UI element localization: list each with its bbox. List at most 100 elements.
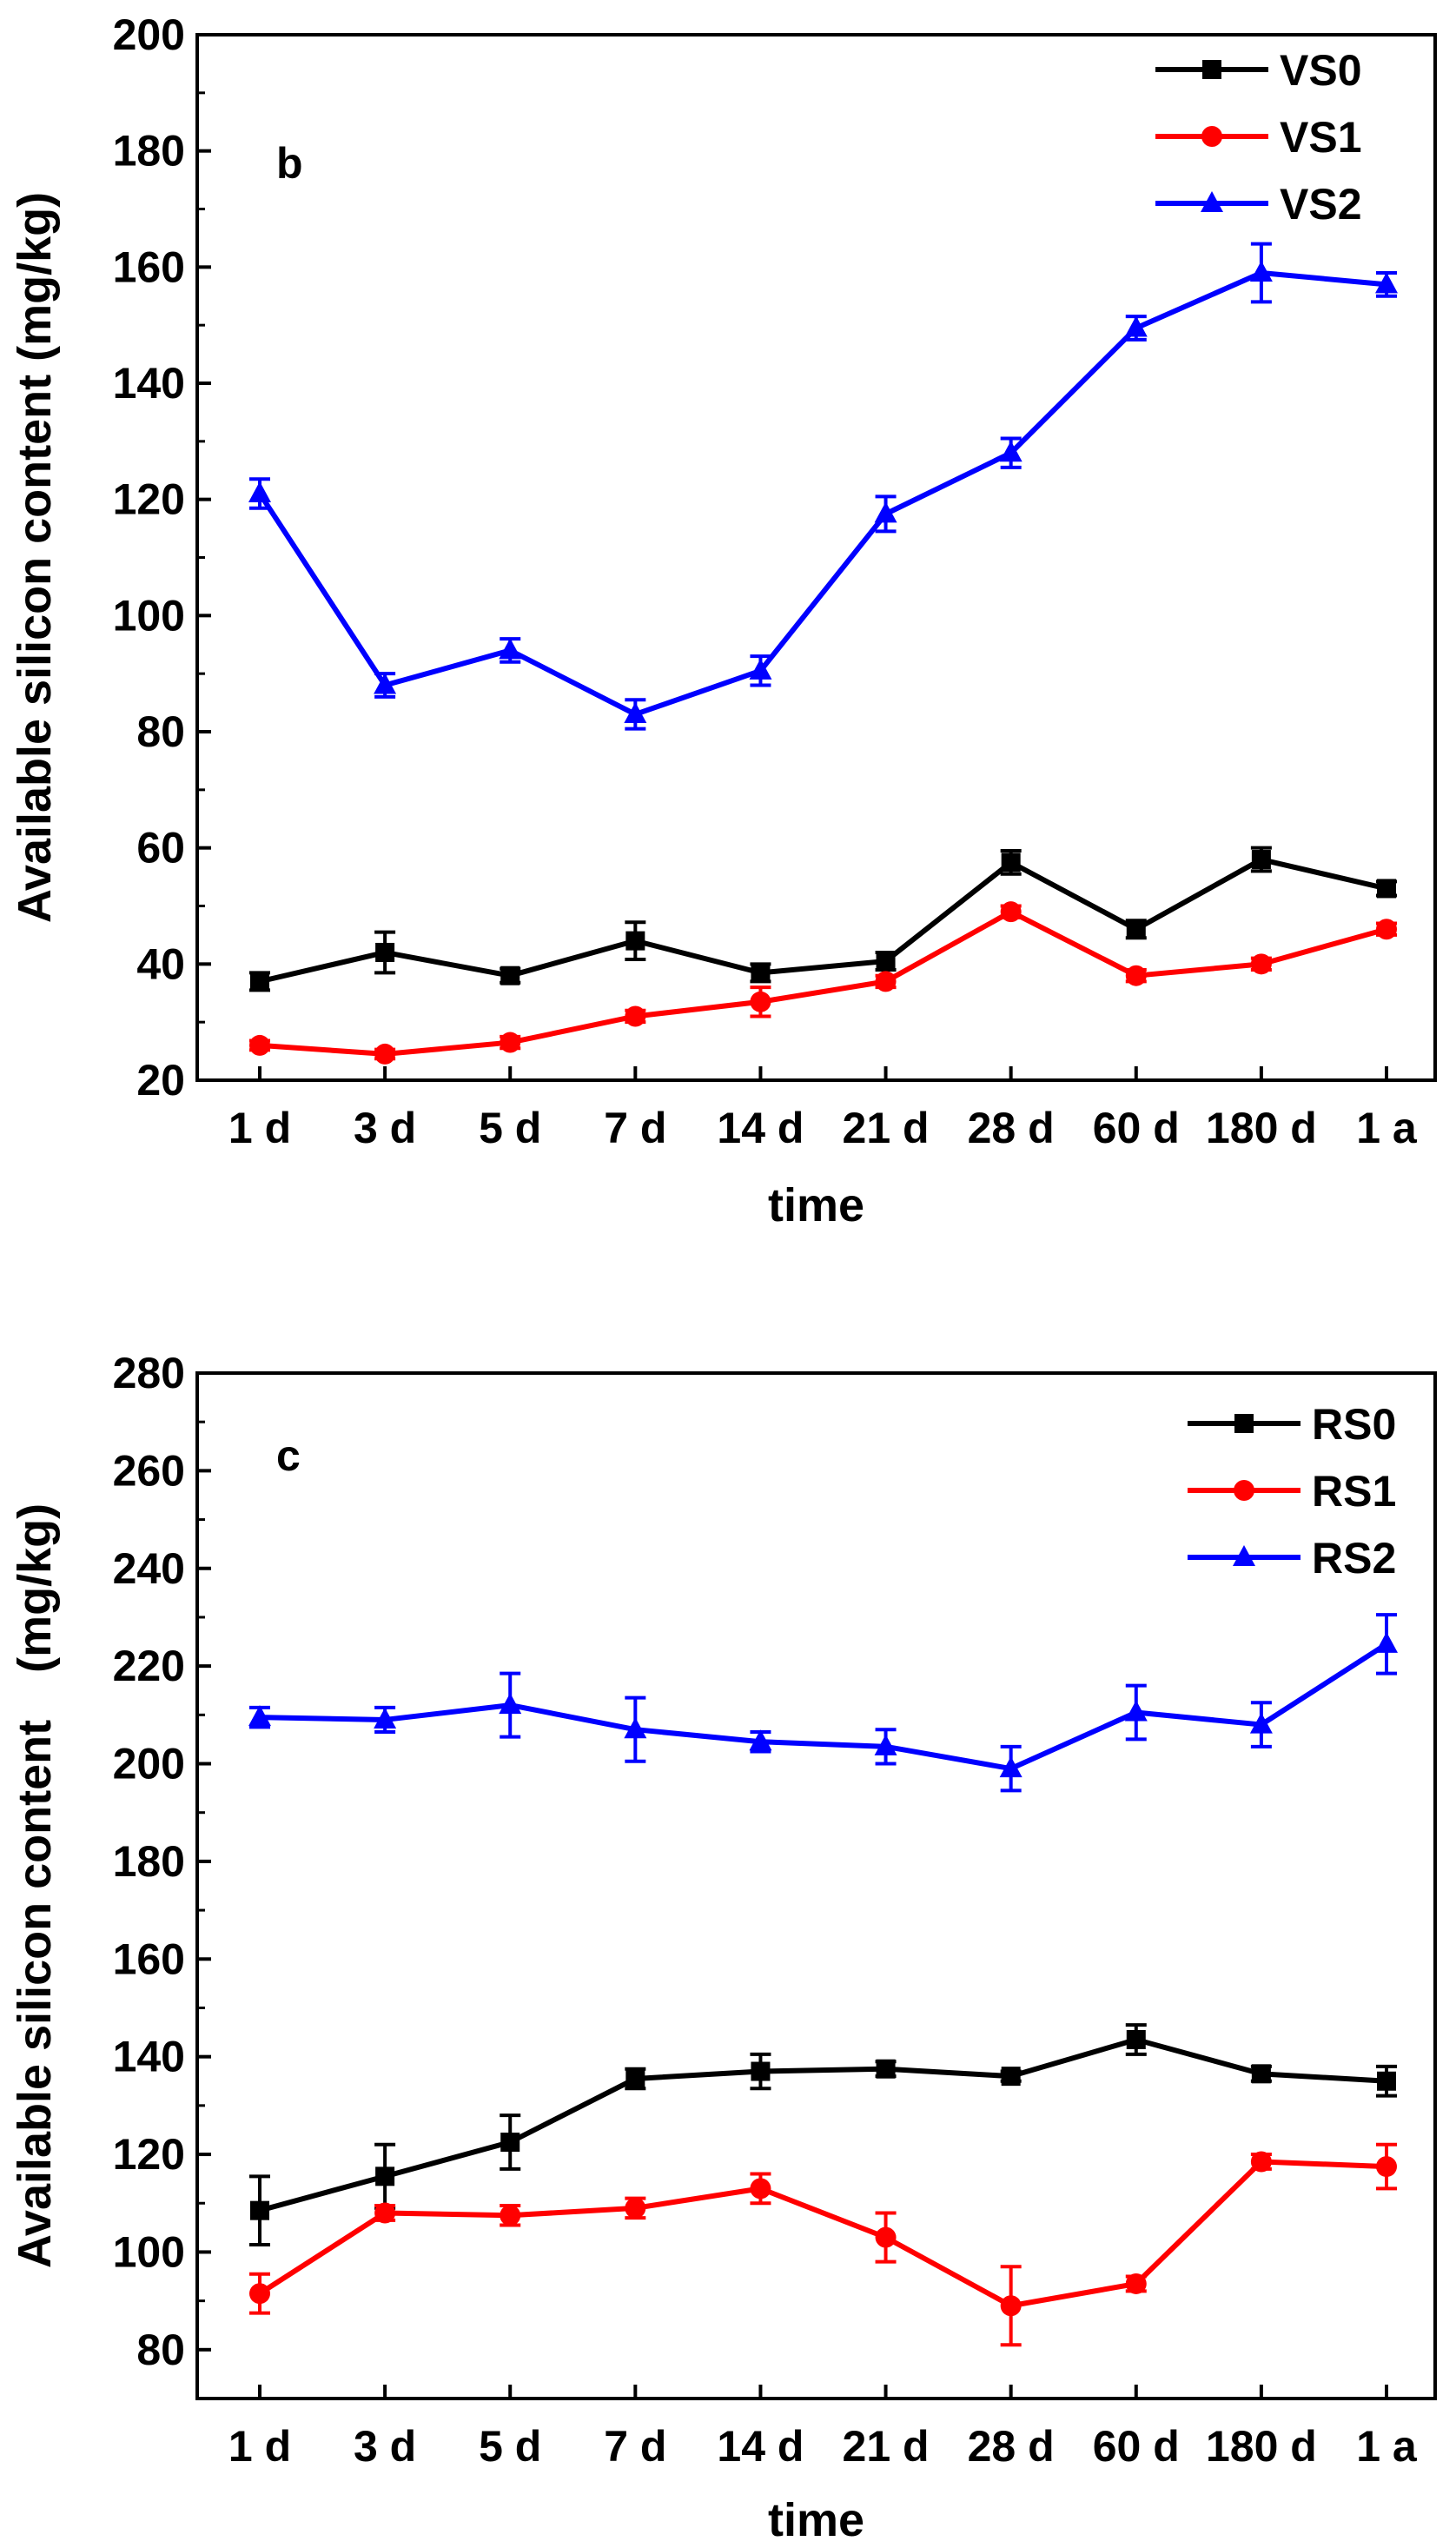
data-point: [750, 2178, 771, 2200]
x-tick-label: 14 d: [717, 2422, 804, 2471]
data-point: [500, 1032, 521, 1053]
legend-label: RS2: [1312, 1534, 1396, 1583]
y-tick-label: 220: [113, 1642, 185, 1690]
data-point: [875, 971, 897, 992]
data-point: [375, 942, 395, 962]
data-point: [625, 2068, 645, 2088]
legend-marker: [1201, 191, 1223, 212]
series-line: [257, 270, 1387, 717]
data-point: [374, 2202, 396, 2224]
data-point: [876, 2059, 896, 2079]
x-tick-label: 7 d: [604, 1104, 666, 1152]
data-point: [751, 963, 771, 983]
y-tick-label: 20: [136, 1056, 185, 1105]
data-point: [999, 441, 1023, 462]
x-tick-label: 180 d: [1206, 2422, 1317, 2471]
data-point: [1000, 901, 1022, 923]
plot-frame: [195, 33, 1437, 1082]
data-point: [1251, 2064, 1271, 2084]
x-tick-label: 1 a: [1356, 1104, 1418, 1152]
data-point: [500, 2205, 521, 2226]
x-tick-label: 7 d: [604, 2422, 666, 2471]
x-tick-label: 21 d: [843, 2422, 930, 2471]
y-tick-label: 240: [113, 1544, 185, 1593]
y-tick-label: 260: [113, 1446, 185, 1495]
data-point: [500, 965, 520, 985]
legend-marker: [1233, 1545, 1255, 1566]
legend-entry-VS1: VS1: [1155, 113, 1362, 162]
data-point: [249, 2283, 270, 2305]
x-tick-label: 60 d: [1093, 1104, 1180, 1152]
data-point: [1001, 853, 1021, 873]
legend-entry-RS0: RS0: [1188, 1400, 1396, 1449]
x-tick-label: 28 d: [968, 2422, 1055, 2471]
legend-marker: [1234, 1414, 1254, 1433]
data-point: [1251, 850, 1271, 870]
data-point: [874, 1734, 897, 1755]
data-point: [1001, 2067, 1021, 2087]
data-point: [1124, 1700, 1148, 1722]
data-point: [499, 1693, 522, 1715]
legend-label: VS2: [1280, 180, 1362, 229]
series-line: [259, 1642, 1388, 1772]
data-point: [248, 1705, 271, 1727]
data-point: [375, 2166, 395, 2186]
series-RS0: [249, 2023, 1397, 2246]
data-point: [1125, 2273, 1147, 2294]
y-tick-label: 160: [113, 1934, 185, 1983]
y-tick-label: 180: [113, 127, 185, 176]
y-tick-label: 160: [113, 242, 185, 291]
x-tick-label: 1 d: [228, 1104, 291, 1152]
legend-marker: [1234, 1480, 1254, 1501]
legend-label: VS1: [1280, 113, 1362, 162]
series-VS2: [248, 242, 1398, 731]
data-point: [500, 2133, 520, 2152]
y-tick-label: 80: [136, 707, 185, 756]
legend-marker: [1202, 60, 1221, 79]
x-tick-label: 14 d: [717, 1104, 804, 1152]
data-point: [1000, 2295, 1022, 2317]
data-point: [751, 2061, 771, 2081]
x-tick-label: 3 d: [354, 1104, 416, 1152]
data-point: [1249, 1712, 1273, 1734]
data-point: [1375, 1631, 1398, 1653]
data-point: [876, 951, 896, 971]
y-tick-label: 100: [113, 2227, 185, 2276]
data-point: [749, 658, 772, 680]
data-point: [249, 1034, 270, 1056]
data-point: [1126, 2030, 1146, 2049]
y-tick-label: 40: [136, 939, 185, 988]
series-VS0: [249, 846, 1397, 992]
x-tick-label: 1 d: [228, 2422, 291, 2471]
data-point: [874, 501, 897, 523]
x-tick-label: 3 d: [354, 2422, 416, 2471]
y-tick-label: 60: [136, 824, 185, 873]
series-VS1: [249, 901, 1397, 1065]
data-point: [248, 481, 271, 502]
x-tick-label: 28 d: [968, 1104, 1055, 1152]
legend-label: RS0: [1312, 1400, 1396, 1449]
series-line: [258, 2159, 1387, 2309]
x-tick-label: 5 d: [479, 1104, 541, 1152]
data-point: [1126, 919, 1146, 939]
data-point: [1377, 2071, 1396, 2091]
data-point: [624, 701, 647, 723]
chart-panel-b: 20 40 60 80 100 120 140 160 180 200 1 d 3 d 5 d 7 d 14…: [9, 10, 1437, 1231]
y-tick-label: 80: [136, 2326, 185, 2374]
y-tick-label: 120: [113, 475, 185, 524]
y-tick-label: 180: [113, 1837, 185, 1886]
x-tick-label: 21 d: [843, 1104, 930, 1152]
series-line: [259, 909, 1387, 1057]
x-tick-label: 180 d: [1206, 1104, 1317, 1152]
data-point: [1249, 261, 1273, 282]
y-axis-title: Available silicon content (mg/kg): [9, 1503, 61, 2268]
data-point: [1250, 2151, 1272, 2173]
y-tick-label: 140: [113, 2033, 185, 2081]
x-tick-label: 5 d: [479, 2422, 541, 2471]
data-point: [250, 972, 269, 992]
data-point: [1124, 315, 1148, 337]
y-axis-title: Available silicon content (mg/kg): [9, 192, 61, 923]
data-point: [875, 2226, 897, 2248]
data-point: [625, 931, 645, 951]
data-point: [250, 2200, 269, 2220]
